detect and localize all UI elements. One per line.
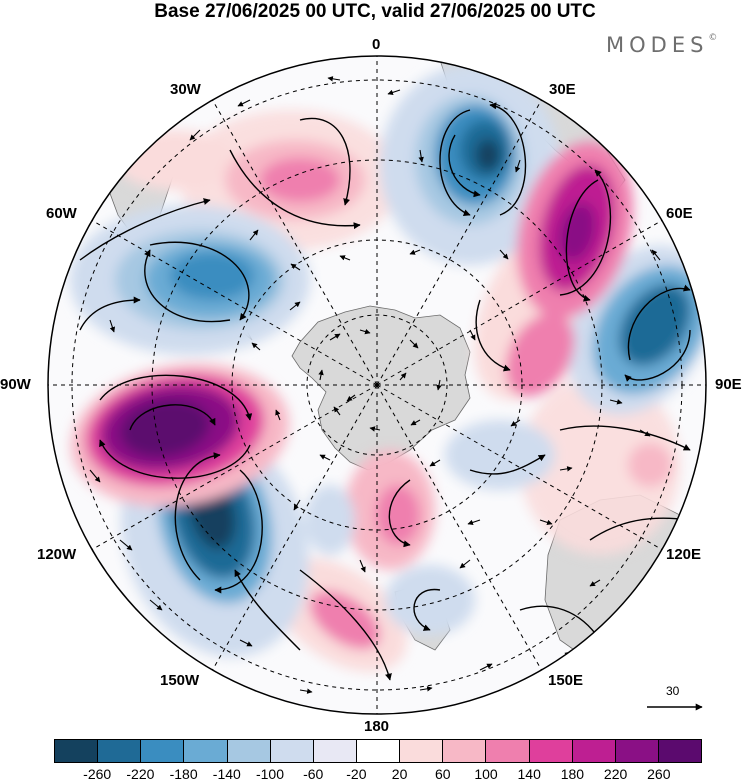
colorbar-tick-label: 20: [391, 766, 408, 782]
graticule: [48, 56, 706, 714]
colorbar-bin: [572, 740, 616, 762]
colorbar-bin: [658, 740, 702, 762]
colorbar-bin: [400, 740, 444, 762]
anomaly-field: [70, 65, 706, 672]
colorbar-tick-label: -20: [346, 766, 367, 782]
antarctica-land: [291, 305, 471, 471]
wind-vectors: [89, 76, 704, 694]
lon-label-180: 180: [364, 718, 390, 735]
colorbar-tick-label: -140: [212, 766, 241, 782]
lon-label-90e: 90E: [715, 376, 742, 393]
map-disc: [48, 56, 706, 714]
colorbar: [54, 739, 702, 763]
colorbar-bin: [486, 740, 530, 762]
colorbar-tick-label: 260: [647, 766, 671, 782]
colorbar-bin: [615, 740, 659, 762]
colorbar-bin: [313, 740, 357, 762]
lon-label-30e: 30E: [549, 81, 576, 98]
colorbar-tick-label: -260: [83, 766, 112, 782]
colorbar-bin: [227, 740, 271, 762]
streamlines: [79, 102, 691, 681]
polar-map: [47, 55, 707, 715]
colorbar-tick-label: -220: [126, 766, 155, 782]
colorbar-tick-label: -100: [255, 766, 285, 782]
reference-vector-label: 30: [666, 684, 680, 698]
lon-label-60w: 60W: [46, 205, 77, 222]
colorbar-tick-label: 100: [474, 766, 498, 782]
colorbar-tick-label: 220: [603, 766, 628, 782]
map-frame: [47, 55, 707, 715]
lon-label-30w: 30W: [170, 81, 201, 98]
colorbar-bin: [443, 740, 487, 762]
lon-label-150e: 150E: [548, 672, 584, 689]
colorbar-tick-label: -60: [303, 766, 324, 782]
colorbar-tick-label: -180: [169, 766, 198, 782]
colorbar-bin: [55, 740, 99, 762]
colorbar-bin: [356, 740, 401, 762]
brand-text: MODES: [606, 33, 709, 57]
colorbar-tick-label: 180: [560, 766, 585, 782]
colorbar-bin: [98, 740, 142, 762]
lon-label-90w: 90W: [0, 376, 31, 393]
colorbar-bin: [141, 740, 185, 762]
colorbar-tick-label: 60: [435, 766, 451, 782]
copyright-mark: ©: [708, 33, 718, 43]
colorbar-bin: [529, 740, 573, 762]
lon-label-60e: 60E: [666, 205, 693, 222]
lon-label-0: 0: [372, 36, 381, 53]
colorbar-tick-label: 140: [517, 766, 541, 782]
colorbar-bin: [184, 740, 228, 762]
map-title: Base 27/06/2025 00 UTC, valid 27/06/2025…: [154, 1, 596, 22]
lon-label-150w: 150W: [160, 672, 200, 689]
modes-logo: MODES©: [606, 33, 717, 57]
lon-label-120e: 120E: [666, 546, 702, 563]
lon-label-120w: 120W: [37, 546, 77, 563]
colorbar-bin: [270, 740, 314, 762]
